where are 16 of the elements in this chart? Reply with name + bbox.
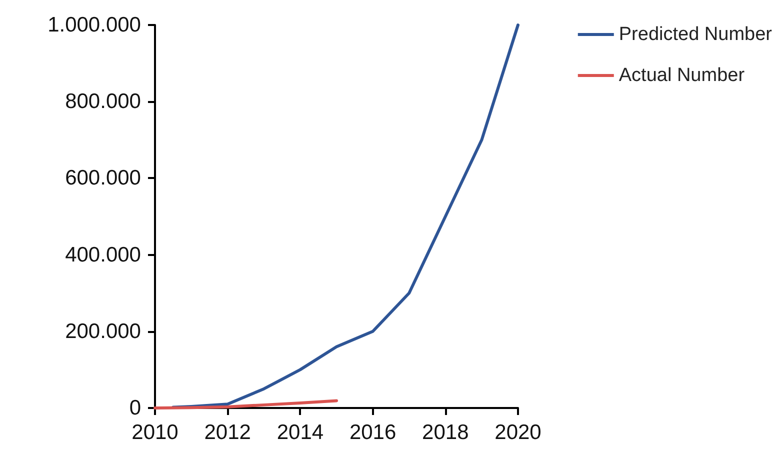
y-tick-label: 600.000 <box>65 166 141 190</box>
y-tick-label: 0 <box>129 396 141 420</box>
y-tick-label: 1.000.000 <box>48 14 141 36</box>
x-tick-label: 2014 <box>276 421 324 444</box>
line-series <box>154 399 338 410</box>
line-series <box>172 24 520 409</box>
x-tick-label: 2010 <box>132 421 178 444</box>
x-tick-label: 2018 <box>422 421 469 444</box>
x-tick-label: 2012 <box>204 421 251 444</box>
legend-label: Predicted Number <box>618 24 773 45</box>
y-tick-label: 200.000 <box>65 320 141 343</box>
y-tick-label: 800.000 <box>65 90 141 114</box>
y-tick-label: 400.000 <box>65 243 141 266</box>
x-tick-label: 2020 <box>494 421 542 444</box>
legend-label: Actual Number <box>618 65 746 86</box>
x-tick-label: 2016 <box>349 421 396 444</box>
